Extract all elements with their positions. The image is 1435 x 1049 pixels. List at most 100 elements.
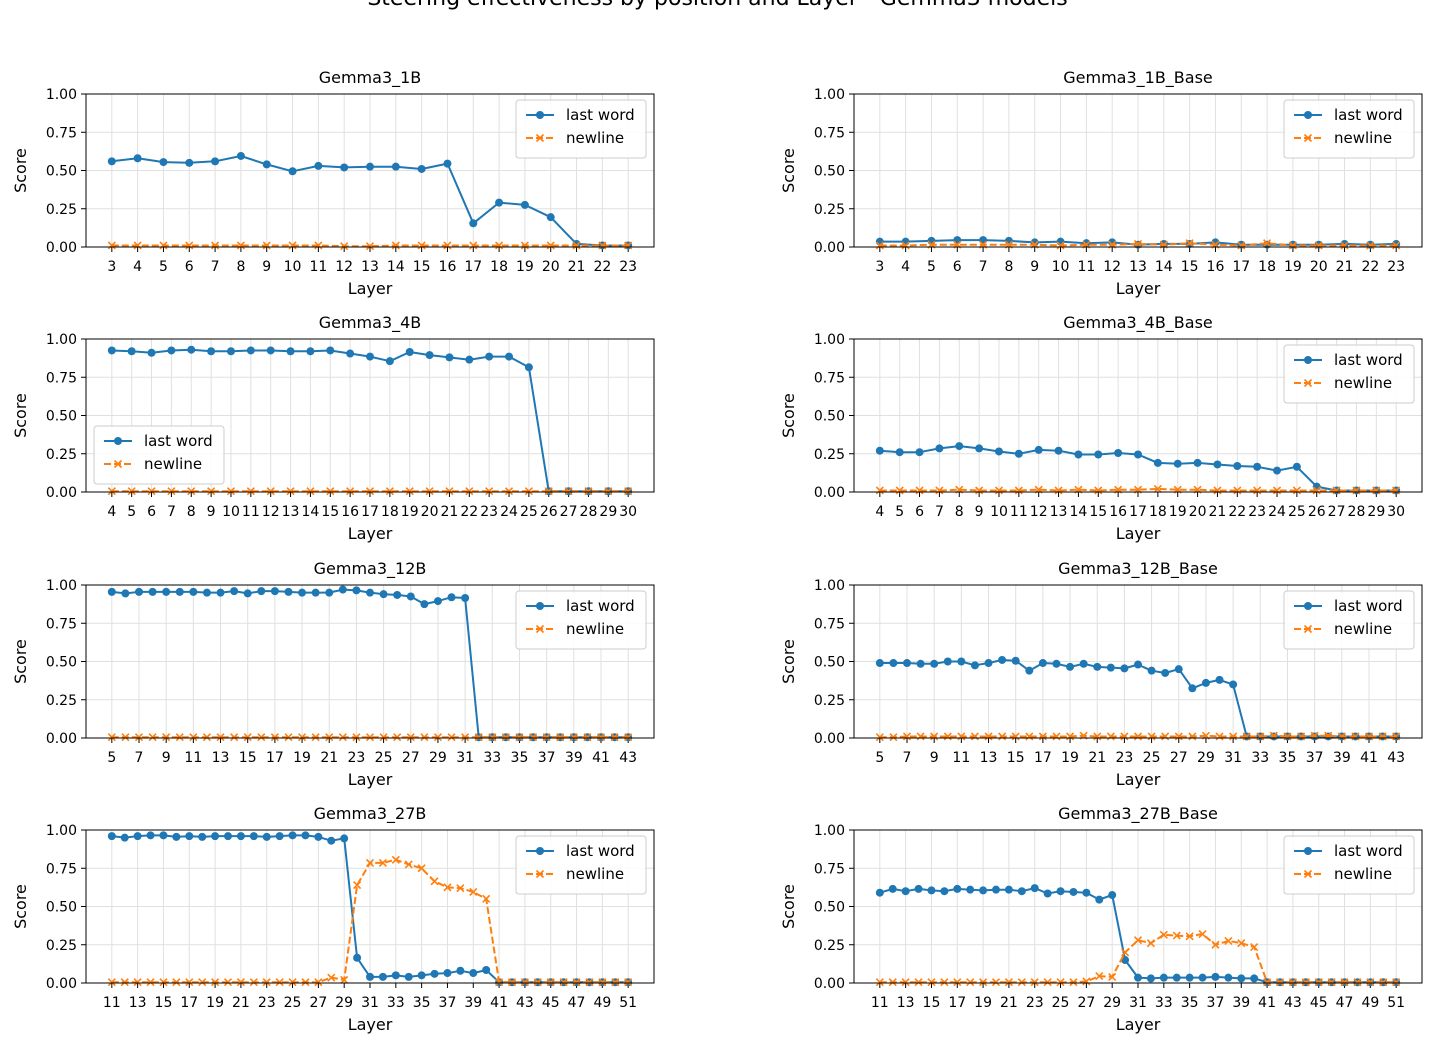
x-tick-label: 41 [490,995,508,1011]
data-point-last-word [366,588,374,597]
data-point-newline [107,487,116,496]
data-point-last-word [1134,660,1142,669]
x-tick-label: 51 [1387,995,1405,1011]
x-tick-label: 23 [347,750,365,766]
data-point-newline [1372,486,1381,495]
x-tick-label: 11 [309,259,327,275]
data-point-last-word [340,834,349,843]
y-tick-label: 1.00 [814,332,845,348]
data-point-last-word [246,346,255,355]
data-point-newline [1185,239,1194,248]
data-point-newline [133,241,142,250]
data-point-newline [286,487,295,496]
data-point-newline [107,241,116,250]
y-tick-label: 0.25 [46,938,77,954]
data-point-last-word [325,588,334,597]
axes-frame [853,93,1423,248]
y-tick-label: 1.00 [46,332,77,348]
x-tick-label: 19 [293,750,311,766]
data-point-newline [1327,978,1336,987]
y-axis-label: Score [779,884,798,929]
x-tick-label: 11 [184,750,202,766]
x-tick-label: 5 [127,504,136,520]
data-point-newline [927,978,936,987]
x-tick-label: 47 [568,995,586,1011]
data-point-last-word [417,971,426,980]
data-point-last-word [447,593,456,602]
data-point-newline [216,733,225,742]
x-tick-label: 27 [560,504,578,520]
x-tick-label: 14 [387,259,405,275]
x-tick-label: 25 [1143,750,1161,766]
data-point-last-word [133,154,142,163]
data-point-newline [610,733,619,742]
x-tick-label: 27 [309,995,327,1011]
axes-frame [85,338,655,493]
data-point-last-word [1134,973,1142,982]
data-point-last-word [546,213,555,222]
data-point-newline [243,733,252,742]
x-tick-label: 43 [619,750,637,766]
x-tick-label: 23 [258,995,276,1011]
x-tick-label: 15 [413,259,431,275]
x-tick-label: 3 [875,259,884,275]
data-point-newline [391,241,400,250]
x-tick-label: 21 [568,259,586,275]
data-point-newline [270,733,279,742]
data-point-last-word [1211,972,1220,981]
data-point-newline [314,978,323,987]
data-point-newline [134,733,144,742]
data-point-newline [1133,936,1143,945]
x-tick-label: 39 [464,995,482,1011]
data-point-newline [1233,486,1242,495]
data-point-newline [1314,978,1323,987]
x-tick-label: 13 [129,995,147,1011]
data-point-last-word [1034,445,1043,454]
data-point-newline [598,241,607,250]
axes-frame [853,338,1423,493]
legend-label-last-word: last word [566,842,635,860]
data-point-last-word [147,348,156,357]
x-tick-label: 5 [895,504,904,520]
data-point-newline [185,978,194,987]
legend-label-newline: newline [144,455,202,473]
data-point-newline [1353,978,1362,987]
data-point-newline [624,241,633,250]
x-tick-label: 45 [542,995,560,1011]
data-point-newline [1172,931,1181,940]
subplot-gemma3-12b: Gemma3_12B 0.00 0.25 0.50 0.75 1.00 5 7 9 11 13 15 1… [11,559,655,789]
data-point-newline [1146,939,1155,948]
x-tick-label: 23 [1026,995,1044,1011]
x-tick-label: 19 [206,995,224,1011]
data-point-newline [1237,939,1246,948]
x-tick-label: 6 [147,504,156,520]
data-point-newline [559,978,568,987]
data-point-last-word [1025,666,1034,675]
data-point-last-word [1233,461,1242,470]
data-point-newline [1301,978,1310,987]
subplot-title: Gemma3_27B_Base [1058,804,1218,824]
data-point-last-word [127,347,136,356]
legend-label-newline: newline [1334,865,1392,883]
data-point-last-word [1213,460,1222,469]
data-point-newline [1025,732,1034,741]
data-point-last-word [940,887,949,896]
x-tick-label: 11 [242,504,260,520]
data-point-newline [889,733,898,742]
x-tick-label: 25 [1052,995,1070,1011]
data-point-newline [902,732,912,741]
data-point-last-word [327,836,336,845]
data-point-newline [533,978,542,987]
y-tick-label: 0.50 [814,409,845,425]
x-tick-label: 15 [1181,259,1199,275]
data-point-last-word [236,832,245,841]
data-point-newline [875,486,884,495]
data-point-last-word [875,659,884,668]
x-tick-label: 20 [1189,504,1207,520]
y-tick-label: 0.25 [46,202,77,218]
x-tick-label: 25 [375,750,393,766]
x-tick-label: 12 [1030,504,1048,520]
legend-label-last-word: last word [566,597,635,615]
data-point-newline [474,733,483,742]
data-point-last-word [1174,665,1183,674]
